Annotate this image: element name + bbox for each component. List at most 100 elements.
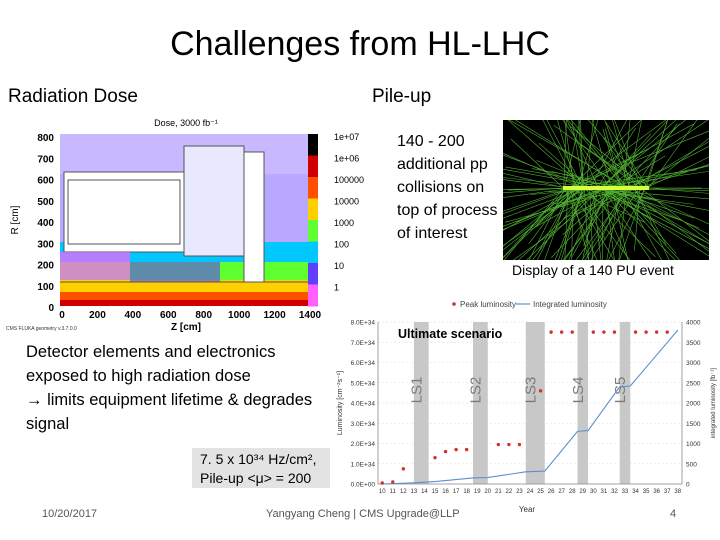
x-tick-label: 37: [664, 489, 671, 495]
y2-tick-label: 500: [686, 461, 697, 468]
y2-tick-label: 4000: [686, 320, 701, 327]
pileup-formula: Pile-up <μ> = 200: [200, 470, 312, 486]
colorbar-swatch: [308, 134, 318, 156]
dose-map-ytick: 100: [37, 282, 54, 293]
x-tick-label: 23: [516, 489, 523, 495]
dose-map-ytick: 300: [37, 239, 54, 250]
peak-luminosity-point: [665, 330, 669, 334]
dose-map-xtick: 0: [59, 310, 65, 321]
luminosity-chart: Peak luminosity Integrated luminosity 0.0E…: [337, 300, 717, 514]
x-tick-label: 29: [579, 489, 586, 495]
luminosity-formula: 7. 5 x 10³⁴ Hz/cm²,: [200, 451, 317, 467]
colorbar-label: 1e+07: [334, 132, 359, 142]
x-tick-label: 18: [463, 489, 470, 495]
peak-luminosity-point: [559, 330, 564, 334]
colorbar-swatch: [308, 263, 318, 285]
dose-map-xtick: 600: [160, 310, 177, 321]
chart-ylabel: Luminosity [cm⁻²s⁻¹]: [337, 371, 344, 435]
y-tick-label: 5.0E+34: [351, 380, 376, 387]
detector-text-line-1: Detector elements and electronics expose…: [26, 343, 276, 385]
shutdown-ls1: LS1: [408, 322, 429, 484]
chart-y2label: integrated luminosity [fb⁻¹]: [711, 368, 717, 439]
x-tick-label: 21: [495, 489, 502, 495]
x-tick-label: 14: [421, 489, 428, 495]
peak-luminosity-point: [538, 389, 543, 393]
pileup-description: 140 - 200 additional pp collisions on to…: [397, 133, 498, 242]
peak-luminosity-point: [454, 447, 458, 452]
x-tick-label: 30: [590, 489, 597, 495]
x-tick-label: 10: [379, 489, 386, 495]
colorbar-label: 100000: [334, 175, 364, 185]
peak-luminosity-point: [380, 481, 384, 485]
radiation-heading: Radiation Dose: [8, 86, 138, 107]
shutdown-ls5: LS5: [612, 322, 631, 484]
colorbar-swatch: [308, 284, 318, 307]
footer-date: 10/20/2017: [42, 508, 98, 520]
x-tick-label: 24: [527, 489, 534, 495]
dose-map-colorbar: 1e+07 1e+06 100000 10000 1000 100 10 1: [308, 132, 364, 307]
event-display-image: [503, 120, 709, 260]
peak-luminosity-point: [654, 330, 659, 334]
colorbar-swatch: [308, 155, 318, 178]
y-tick-label: 8.0E+34: [351, 320, 376, 327]
peak-luminosity-point: [496, 442, 501, 447]
peak-luminosity-point: [401, 467, 406, 471]
dose-map-xticks: 0 200 400 600 800 1000 1200 1400: [59, 310, 321, 321]
detector-text-line-2: → limits equipment lifetime & degrades s…: [26, 391, 313, 433]
colorbar-label: 100: [334, 240, 349, 250]
dose-map-ytick: 600: [37, 176, 54, 187]
colorbar-label: 1e+06: [334, 154, 359, 164]
shutdown-label: LS3: [522, 377, 539, 404]
peak-luminosity-point: [644, 330, 648, 334]
peak-luminosity-point: [517, 442, 522, 447]
peak-luminosity-point: [433, 455, 437, 460]
legend-integrated: Integrated luminosity: [533, 300, 607, 309]
pileup-heading: Pile-up: [372, 86, 432, 107]
peak-luminosity-point: [602, 330, 606, 334]
shutdown-label: LS2: [467, 377, 484, 404]
integrated-luminosity-line: [382, 329, 679, 485]
colorbar-swatch: [308, 220, 318, 242]
dose-map-ytick: 500: [37, 197, 54, 208]
dose-map-xtick: 1200: [263, 310, 286, 321]
dose-map-title: Dose, 3000 fb⁻¹: [154, 118, 218, 128]
colorbar-label: 10000: [334, 197, 359, 207]
event-display-caption: Display of a 140 PU event: [512, 262, 674, 278]
dose-map-xtick: 1000: [228, 310, 251, 321]
colorbar-swatch: [308, 177, 318, 199]
x-tick-label: 34: [632, 489, 639, 495]
legend-marker-peak: [452, 302, 456, 306]
x-tick-label: 22: [506, 489, 513, 495]
y-tick-label: 6.0E+34: [351, 360, 376, 367]
y2-tick-label: 0: [686, 482, 690, 489]
shutdown-label: LS4: [570, 377, 587, 404]
shutdown-label: LS5: [612, 377, 629, 404]
dose-map-ytick: 800: [37, 133, 54, 144]
colorbar-label: 1: [334, 283, 339, 293]
chart-title: Ultimate scenario: [398, 327, 503, 341]
y2-tick-label: 2000: [686, 401, 701, 408]
y-tick-label: 1.0E+34: [351, 461, 376, 468]
x-tick-label: 27: [558, 489, 565, 495]
dose-map-xtick: 400: [125, 310, 142, 321]
chart-xlabel: Year: [519, 505, 536, 514]
dose-map-ytick: 700: [37, 154, 54, 165]
y2-tick-label: 1000: [686, 441, 701, 448]
y2-tick-label: 2500: [686, 380, 701, 387]
x-tick-label: 25: [537, 489, 544, 495]
dose-map-plot: [60, 134, 316, 306]
dose-map-ytick: 200: [37, 261, 54, 272]
x-tick-label: 20: [484, 489, 491, 495]
x-tick-label: 32: [611, 489, 618, 495]
x-tick-label: 11: [390, 489, 397, 495]
x-tick-label: 33: [622, 489, 629, 495]
dose-map-xtick: 1400: [299, 310, 322, 321]
slide-title: Challenges from HL-LHC: [170, 25, 550, 63]
detector-description: Detector elements and electronics expose…: [26, 340, 326, 436]
peak-luminosity-point: [464, 447, 469, 452]
legend-peak: Peak luminosity: [460, 300, 516, 309]
peak-luminosity-point: [612, 330, 617, 334]
dose-map-credit: CMS FLUKA geometry v.3.7.0.0: [6, 326, 77, 332]
x-tick-label: 26: [548, 489, 555, 495]
x-tick-label: 15: [432, 489, 439, 495]
